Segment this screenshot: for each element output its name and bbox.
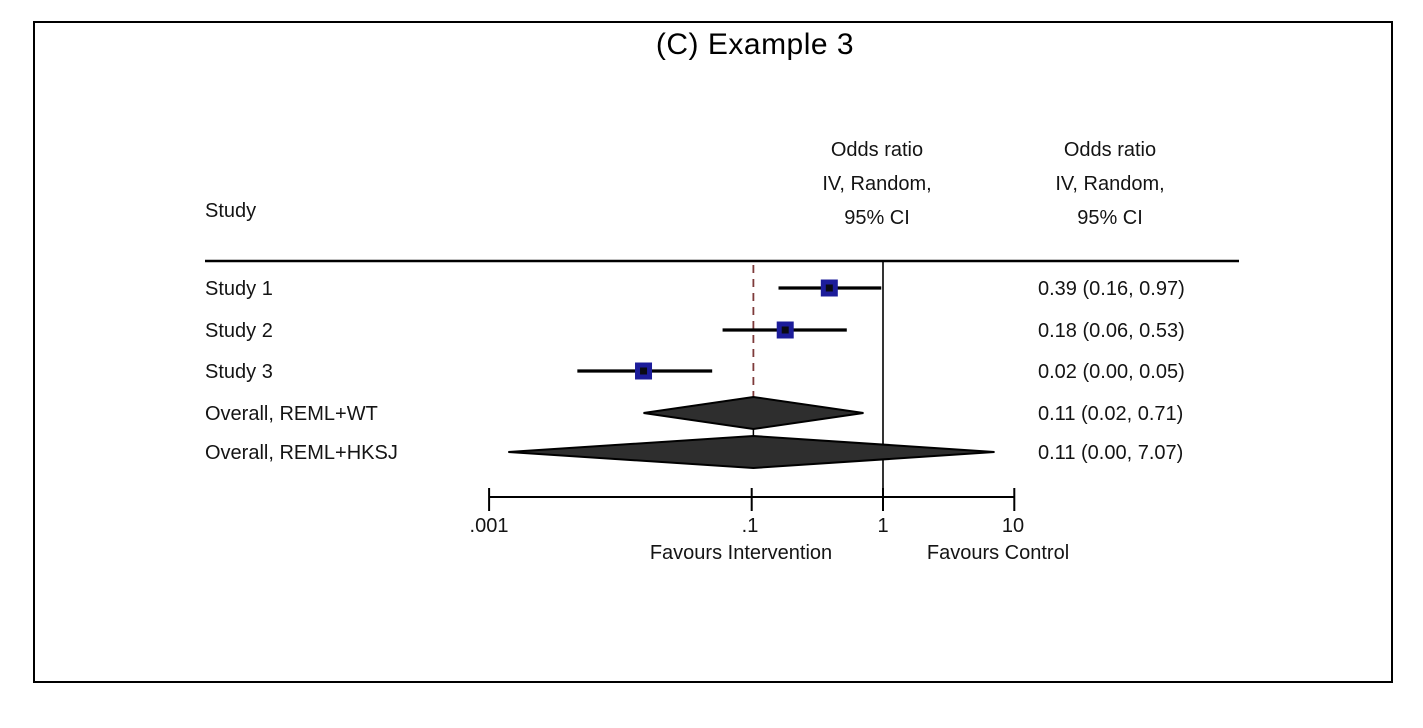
pooled-diamond-3: [643, 395, 864, 431]
favours-intervention-label: Favours Intervention: [649, 542, 833, 564]
row-value-overall-hksj: 0.11 (0.00, 7.07): [1038, 442, 1184, 464]
x-tick-label-1: 1: [877, 515, 889, 537]
pooled-diamond-4: [508, 434, 995, 470]
row-label-overall-hksj: Overall, REML+HKSJ: [205, 442, 398, 464]
column-header-values: Odds ratio IV, Random, 95% CI: [1055, 139, 1165, 229]
plot-frame: [33, 21, 1393, 683]
point-estimate-core-1: [781, 326, 789, 334]
row-value-study-3: 0.02 (0.00, 0.05): [1038, 361, 1185, 383]
row-label-study-3: Study 3: [205, 361, 273, 383]
row-label-overall-wt: Overall, REML+WT: [205, 403, 378, 425]
row-label-study-2: Study 2: [205, 320, 273, 342]
row-value-study-2: 0.18 (0.06, 0.53): [1038, 320, 1185, 342]
x-tick-label-001: .001: [469, 515, 509, 537]
row-label-study-1: Study 1: [205, 278, 273, 300]
favours-control-label: Favours Control: [926, 542, 1070, 564]
column-header-plot: Odds ratio IV, Random, 95% CI: [822, 139, 932, 229]
point-estimate-core-0: [825, 284, 833, 292]
row-value-overall-wt: 0.11 (0.02, 0.71): [1038, 403, 1184, 425]
column-header-study: Study: [205, 200, 257, 222]
row-value-study-1: 0.39 (0.16, 0.97): [1038, 278, 1185, 300]
x-tick-label-10: 10: [1001, 515, 1025, 537]
point-estimate-core-2: [640, 367, 648, 375]
chart-title: (C) Example 3: [655, 28, 855, 61]
x-tick-label-01: .1: [741, 515, 759, 537]
